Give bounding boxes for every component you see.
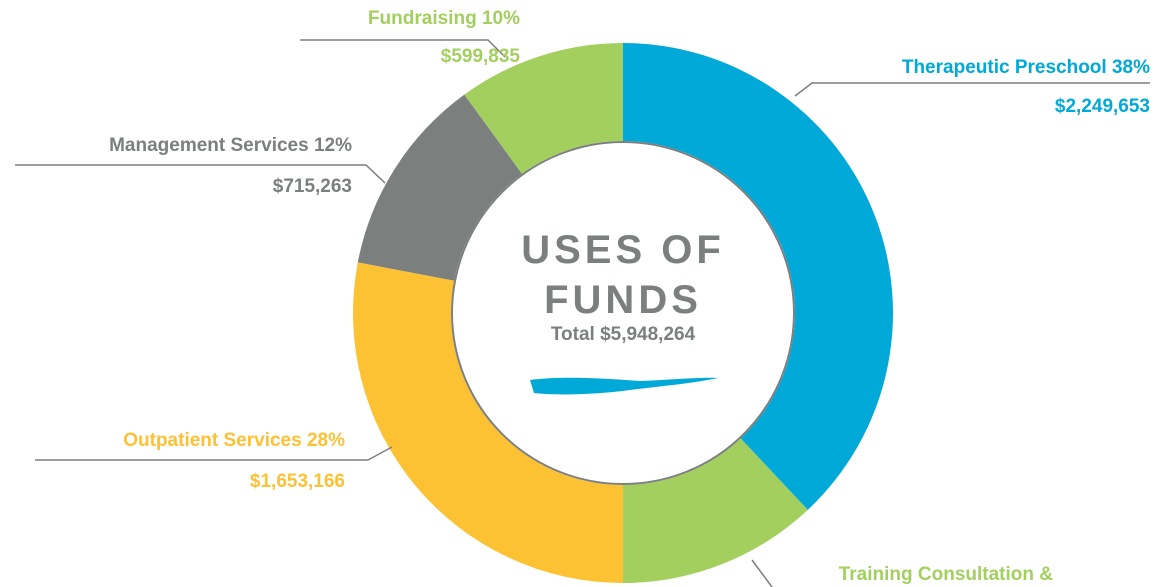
amount-label: $715,263: [272, 176, 352, 197]
slice-label: Outpatient Services 28%: [123, 429, 345, 453]
category-label: Therapeutic Preschool: [901, 57, 1107, 78]
value-label: 28%: [306, 430, 345, 451]
category-label: Training Consultation & Outreach: [838, 564, 1053, 585]
brush-stroke: [530, 377, 718, 395]
leader-line: [751, 559, 773, 587]
leader-line: [15, 164, 386, 184]
leader-line: [300, 39, 506, 58]
slice-label: Therapeutic Preschool 38%: [902, 56, 1150, 80]
value-label: 10%: [481, 8, 520, 29]
donut-slice: [353, 262, 623, 583]
slice-label: Training Consultation & Outreach 12%: [795, 563, 1053, 587]
donut-slice: [623, 43, 893, 510]
amount-label: $1,653,166: [249, 471, 345, 492]
slice-label: Management Services 12%: [109, 134, 352, 158]
chart-subtitle: Total $5,948,264: [550, 324, 696, 345]
leader-line: [35, 446, 393, 461]
value-label: 12%: [313, 135, 352, 156]
value-label: 38%: [1111, 57, 1150, 78]
amount-label: $2,249,653: [1054, 96, 1150, 117]
donut-slice: [464, 43, 623, 174]
category-label: Fundraising: [367, 8, 477, 29]
amount-label: $599,835: [440, 46, 520, 67]
chart-title: USES OF FUNDS: [521, 228, 725, 322]
donut-slice: [357, 94, 522, 281]
leader-line: [794, 82, 1150, 97]
slice-label: Fundraising 10%: [368, 7, 520, 31]
inner-ring: [451, 141, 795, 485]
category-label: Outpatient Services: [123, 430, 302, 451]
donut-slice: [623, 438, 808, 583]
category-label: Management Services: [109, 135, 309, 156]
